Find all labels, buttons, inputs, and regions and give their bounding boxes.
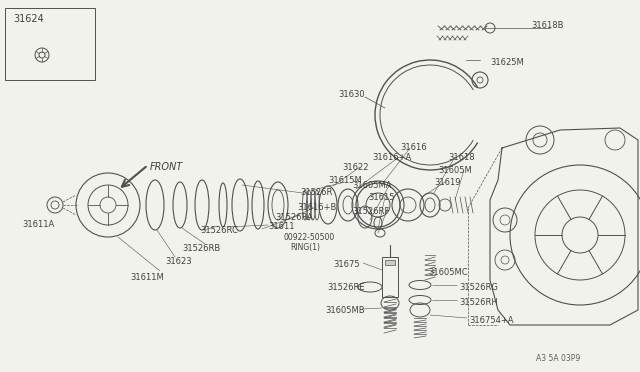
Text: A3 5A 03P9: A3 5A 03P9 [536, 354, 580, 363]
Text: 00922-50500: 00922-50500 [283, 233, 334, 242]
Text: 31605MB: 31605MB [325, 306, 365, 315]
Text: 31526RB: 31526RB [182, 244, 220, 253]
Text: 31605MC: 31605MC [428, 268, 468, 277]
Text: 31526R: 31526R [300, 188, 332, 197]
Text: 31618B: 31618B [531, 21, 563, 30]
Text: FRONT: FRONT [150, 162, 183, 172]
Text: 31615: 31615 [368, 193, 394, 202]
Text: 31526RA: 31526RA [275, 213, 313, 222]
Text: 31526RF: 31526RF [352, 207, 389, 216]
Text: 31605MA: 31605MA [352, 181, 392, 190]
Text: 31526RC: 31526RC [200, 226, 238, 235]
Text: 31616: 31616 [400, 143, 427, 152]
Bar [5, 8, 95, 80]
Bar [382, 257, 398, 297]
Bar [385, 260, 395, 265]
Text: 31526RG: 31526RG [459, 283, 498, 292]
Text: 31675: 31675 [333, 260, 360, 269]
Text: 31625M: 31625M [490, 58, 524, 67]
Text: 31618: 31618 [448, 153, 475, 162]
Text: 316754+A: 316754+A [469, 316, 513, 325]
Text: 31615M: 31615M [328, 176, 362, 185]
Text: 31605M: 31605M [438, 166, 472, 175]
Text: 31616+B: 31616+B [297, 203, 337, 212]
Text: 31616+A: 31616+A [372, 153, 412, 162]
Text: 31611A: 31611A [22, 220, 54, 229]
Text: 31611M: 31611M [130, 273, 164, 282]
Text: 31630: 31630 [338, 90, 365, 99]
Text: 31622: 31622 [342, 163, 369, 172]
Text: 31526RH: 31526RH [459, 298, 498, 307]
Text: RING(1): RING(1) [290, 243, 320, 252]
Text: 31611: 31611 [268, 222, 294, 231]
Text: 31624: 31624 [13, 14, 44, 24]
Text: 31619: 31619 [434, 178, 461, 187]
Text: 31526RE: 31526RE [327, 283, 365, 292]
Text: 31623: 31623 [165, 257, 191, 266]
